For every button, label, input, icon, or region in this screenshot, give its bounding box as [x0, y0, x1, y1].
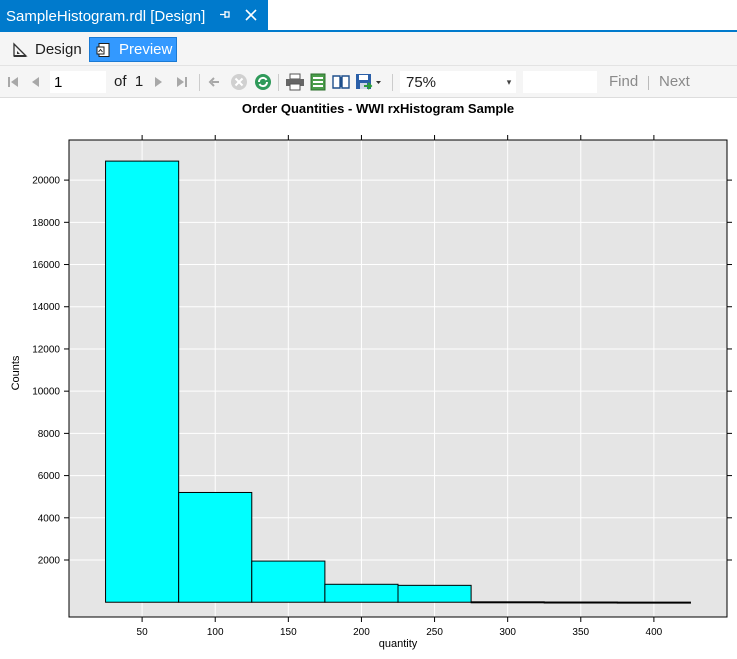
page-number-input[interactable] — [50, 71, 106, 93]
x-tick-label: 250 — [426, 627, 443, 638]
dropdown-arrow-icon: ▾ — [506, 76, 512, 87]
print-icon[interactable] — [284, 72, 306, 92]
zoom-value: 75% — [406, 73, 437, 91]
stop-icon[interactable] — [229, 72, 249, 92]
page-total: 1 — [134, 73, 144, 90]
y-tick-label: 2000 — [38, 556, 61, 567]
y-tick-label: 20000 — [32, 176, 60, 187]
print-layout-icon[interactable] — [308, 72, 328, 92]
y-tick-label: 18000 — [32, 218, 60, 229]
x-tick-label: 350 — [572, 627, 589, 638]
x-tick-label: 300 — [499, 627, 516, 638]
x-axis-label: quantity — [379, 638, 418, 650]
toolbar-separator — [199, 74, 200, 91]
x-tick-label: 400 — [646, 627, 663, 638]
x-tick-label: 200 — [353, 627, 370, 638]
design-ruler-icon — [12, 41, 28, 58]
y-tick-label: 10000 — [32, 387, 60, 398]
histogram-bar — [616, 601, 691, 604]
histogram-chart: Order Quantities - WWI rxHistogram Sampl… — [10, 101, 732, 650]
find-link[interactable]: Find — [609, 73, 639, 90]
last-page-icon[interactable] — [175, 72, 189, 92]
y-axis-label: Counts — [10, 355, 22, 390]
document-tab-title: SampleHistogram.rdl [Design] — [6, 7, 206, 25]
next-link[interactable]: Next — [659, 73, 690, 90]
report-viewer: Order Quantities - WWI rxHistogram Sampl… — [0, 98, 737, 654]
export-icon[interactable] — [354, 72, 384, 92]
toolbar-separator — [392, 74, 393, 91]
y-tick-label: 8000 — [38, 429, 61, 440]
preview-mode-label: Preview — [119, 41, 173, 58]
histogram-bar — [324, 583, 399, 603]
design-mode-label: Design — [35, 41, 82, 58]
pin-icon[interactable] — [216, 8, 232, 24]
page-setup-icon[interactable] — [331, 72, 351, 92]
y-tick-label: 6000 — [38, 471, 61, 482]
document-tab[interactable]: SampleHistogram.rdl [Design] — [0, 0, 268, 32]
histogram-bar — [251, 560, 326, 603]
plot-border — [68, 139, 728, 618]
first-page-icon[interactable] — [6, 72, 20, 92]
y-tick-label: 12000 — [32, 344, 60, 355]
y-tick-label: 14000 — [32, 302, 60, 313]
mode-bar: Design Preview — [0, 32, 737, 66]
design-mode-button[interactable]: Design — [6, 37, 88, 62]
histogram-bar — [470, 601, 545, 604]
x-tick-label: 150 — [280, 627, 297, 638]
histogram-bar — [543, 601, 618, 604]
previous-page-icon[interactable] — [28, 72, 42, 92]
histogram-bar — [397, 584, 472, 603]
preview-icon — [96, 42, 112, 58]
find-separator — [648, 76, 649, 90]
histogram-bars — [105, 160, 691, 604]
back-icon[interactable] — [207, 72, 221, 92]
x-tick-label: 50 — [137, 627, 149, 638]
of-text: of — [114, 73, 127, 90]
chart-title: Order Quantities - WWI rxHistogram Sampl… — [242, 101, 514, 116]
histogram-bar — [178, 491, 253, 603]
report-toolbar: of 1 75% ▾ Find Next — [0, 66, 737, 98]
next-page-icon[interactable] — [153, 72, 165, 92]
find-input[interactable] — [523, 71, 597, 93]
y-tick-label: 4000 — [38, 513, 61, 524]
histogram-bar — [105, 160, 180, 603]
refresh-icon[interactable] — [253, 72, 273, 92]
y-tick-label: 16000 — [32, 260, 60, 271]
x-tick-label: 100 — [207, 627, 224, 638]
toolbar-separator — [278, 74, 279, 91]
close-icon[interactable] — [242, 6, 260, 26]
page-of-label: of 1 — [114, 73, 143, 90]
axes: 50 100 150 200 250 300 350 400 2000 4000 6000 8000 1… — [32, 135, 732, 638]
zoom-select[interactable]: 75% ▾ — [400, 71, 516, 93]
document-tab-strip: SampleHistogram.rdl [Design] — [0, 0, 737, 32]
preview-mode-button[interactable]: Preview — [89, 37, 177, 62]
